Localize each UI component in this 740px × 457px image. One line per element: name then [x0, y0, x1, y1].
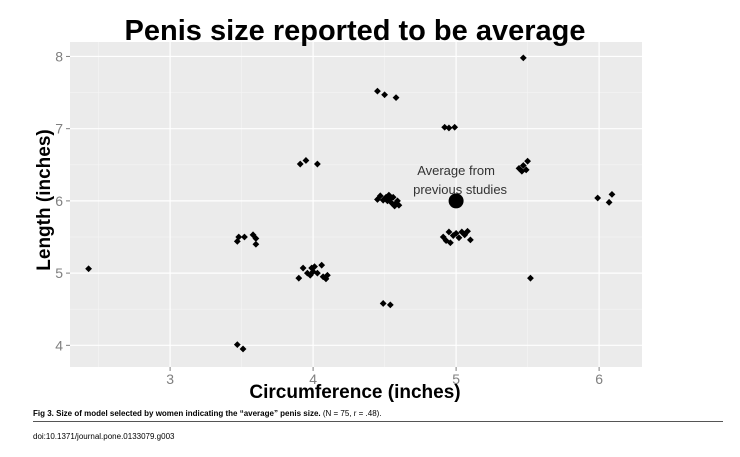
data-point: [295, 274, 303, 282]
caption-bold: Fig 3. Size of model selected by women i…: [33, 409, 321, 418]
data-point: [239, 345, 247, 353]
data-point: [522, 166, 530, 174]
data-point: [519, 162, 527, 169]
data-point: [527, 274, 534, 282]
data-point: [455, 234, 463, 242]
data-point: [386, 301, 394, 309]
data-point: [296, 160, 304, 168]
data-point: [467, 236, 474, 244]
average-marker: [448, 193, 464, 209]
data-point: [233, 341, 241, 349]
data-point: [451, 123, 459, 131]
x-tick-label: 3: [166, 371, 174, 387]
data-point: [445, 228, 453, 236]
data-point: [374, 87, 381, 95]
y-tick-label: 6: [55, 193, 63, 209]
x-tick-label: 6: [595, 371, 603, 387]
data-point: [464, 227, 471, 235]
data-point: [389, 193, 397, 201]
data-points: [85, 54, 616, 353]
data-point: [233, 237, 241, 245]
data-point: [458, 228, 466, 236]
data-point: [594, 194, 602, 202]
annotation-line-2: previous studies: [413, 182, 507, 197]
data-point: [313, 160, 321, 168]
x-axis-label: Circumference (inches): [249, 382, 460, 403]
data-point: [249, 231, 257, 239]
data-point: [392, 94, 400, 102]
data-point: [85, 265, 92, 273]
data-point: [441, 123, 449, 131]
x-tick-label: 5: [452, 371, 460, 387]
data-point: [318, 261, 326, 269]
data-point: [313, 269, 321, 277]
data-point: [395, 201, 403, 209]
y-tick-label: 8: [55, 48, 63, 64]
data-point: [388, 199, 396, 207]
data-point: [311, 263, 318, 271]
figure-caption: Fig 3. Size of model selected by women i…: [33, 409, 723, 422]
data-point: [299, 264, 307, 272]
x-tick-label: 4: [309, 371, 317, 387]
data-point: [241, 233, 248, 241]
data-point: [306, 271, 314, 279]
caption-rest: (N = 75, r = .48).: [320, 409, 382, 418]
y-axis-label: Length (inches): [34, 129, 55, 270]
data-point: [319, 273, 327, 281]
data-point: [252, 235, 260, 242]
data-point: [449, 232, 457, 239]
data-point: [524, 157, 531, 165]
data-point: [445, 124, 453, 132]
y-tick-label: 7: [55, 121, 63, 137]
data-point: [376, 192, 384, 200]
data-point: [519, 54, 527, 62]
data-point: [302, 157, 310, 164]
plot-panel: [70, 42, 642, 367]
doi-text: doi:10.1371/journal.pone.0133079.g003: [33, 432, 175, 441]
y-tick-label: 5: [55, 265, 63, 281]
data-point: [235, 233, 243, 241]
chart-title: Penis size reported to be average: [125, 15, 586, 47]
axis-ticks: 3 4 5 6 4 5 6 7 8: [55, 48, 603, 387]
data-point: [605, 198, 613, 206]
data-point: [461, 231, 469, 239]
data-point: [379, 300, 387, 307]
data-point: [608, 190, 616, 198]
annotation-line-1: Average from: [417, 163, 495, 178]
data-point: [446, 239, 454, 247]
y-tick-label: 4: [55, 337, 63, 353]
data-point: [252, 240, 260, 248]
data-point: [324, 271, 331, 279]
data-point: [386, 195, 394, 203]
data-point: [452, 229, 460, 237]
grid-lines: [70, 42, 642, 367]
data-point: [381, 91, 388, 99]
